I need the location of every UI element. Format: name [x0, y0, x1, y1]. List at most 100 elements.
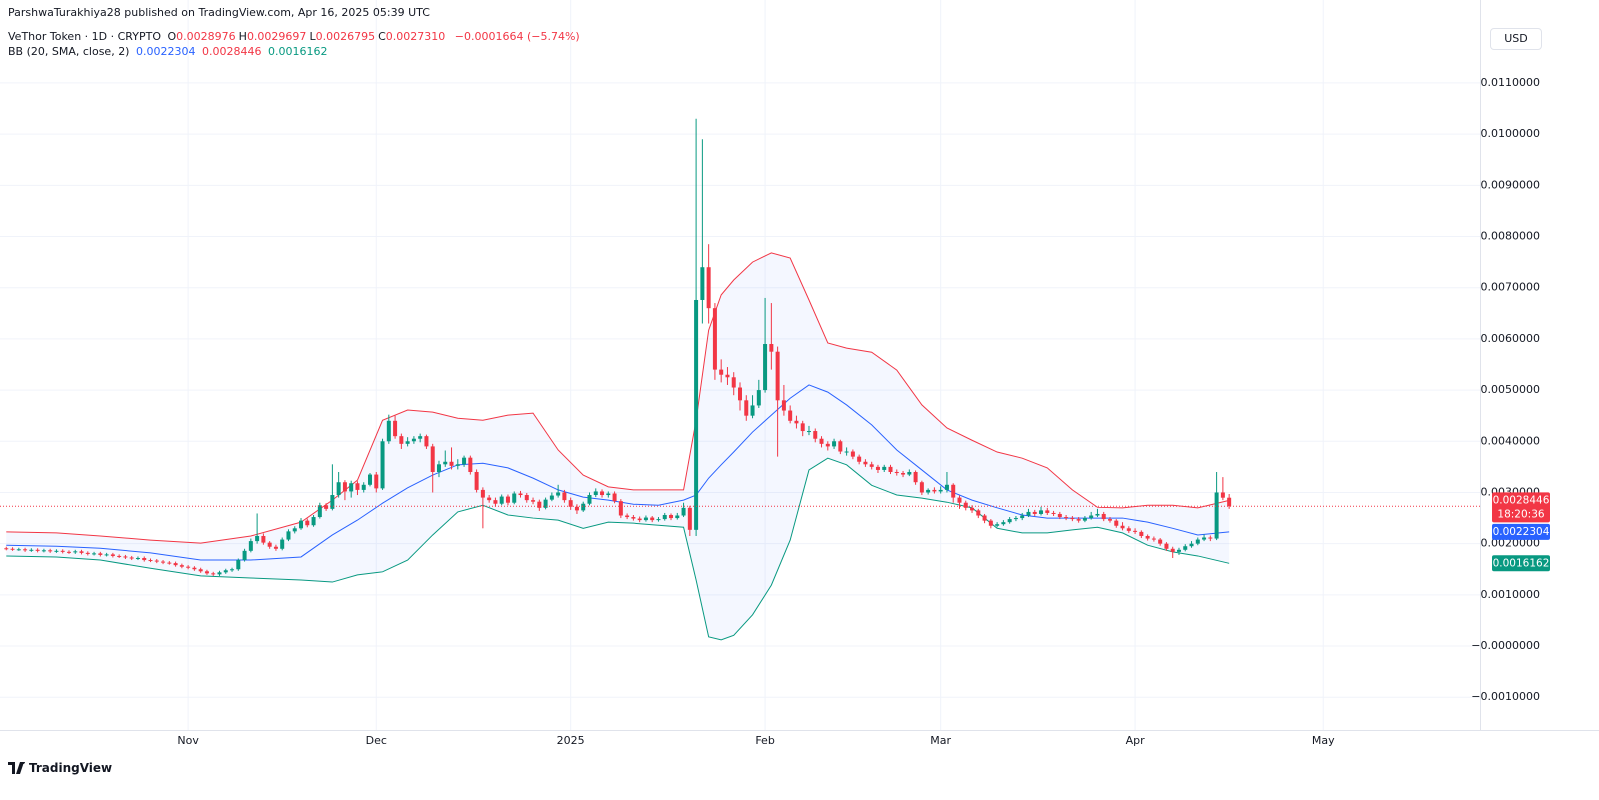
candle-body	[430, 446, 435, 472]
candle-body	[505, 496, 510, 503]
candle-body	[869, 464, 874, 467]
candle-body	[23, 549, 28, 551]
candle-body	[161, 561, 166, 563]
candle-body	[1114, 520, 1119, 526]
candle-body	[1051, 512, 1056, 514]
candle-body	[1151, 538, 1156, 540]
logo	[8, 762, 25, 774]
candle-body	[436, 464, 441, 472]
candle-body	[901, 473, 906, 475]
candle-body	[1108, 519, 1112, 521]
candle-body	[317, 505, 322, 518]
candle-body	[474, 471, 479, 490]
candle-body	[480, 489, 485, 498]
candle-body	[1139, 531, 1144, 536]
y-tick-label: −0.0010000	[1471, 690, 1540, 703]
candle-body	[336, 482, 341, 496]
candle-body	[167, 562, 172, 564]
candle-body	[242, 550, 247, 561]
candle-body	[186, 566, 191, 568]
price-badge-label: 0.0016162	[1493, 557, 1550, 569]
band-line-lower	[6, 457, 1230, 641]
candle-body	[261, 535, 266, 543]
candle-body	[324, 505, 329, 509]
price-badge	[1492, 492, 1550, 523]
candle-body	[248, 541, 253, 551]
candle-body	[361, 484, 366, 490]
candle-body	[1039, 510, 1044, 514]
candle-body	[1045, 510, 1050, 513]
candle-body	[549, 495, 554, 500]
candle-body	[110, 554, 115, 556]
y-tick-label: 0.0020000	[1481, 537, 1541, 550]
ohlc-label: L	[309, 30, 316, 43]
y-tick-label: 0.0100000	[1481, 127, 1541, 140]
candle-body	[1202, 537, 1207, 540]
candle-body	[687, 507, 692, 530]
candle-body	[393, 420, 398, 437]
candle-body	[781, 400, 786, 411]
candle-body	[1126, 528, 1131, 531]
candle-body	[399, 436, 404, 444]
candle-body	[518, 493, 523, 496]
indicator-value: 0.0028446	[201, 45, 262, 58]
candle-body	[562, 492, 567, 501]
currency-button[interactable]: USD	[1490, 28, 1542, 50]
candle-body	[449, 461, 454, 466]
candle-body	[1026, 511, 1031, 516]
candle-body	[1227, 497, 1232, 507]
published-line: ParshwaTurakhiya28 published on TradingV…	[8, 6, 430, 19]
candle-body	[386, 420, 391, 442]
candle-body	[593, 491, 598, 496]
candle-body	[1176, 549, 1181, 552]
candle-body	[838, 441, 843, 452]
candle-body	[1195, 539, 1200, 544]
candle-body	[455, 464, 460, 466]
candle-body	[662, 514, 667, 520]
candle-body	[700, 267, 705, 300]
symbol-legend: VeThor Token · 1D · CRYPTO O0.0028976 H0.…	[8, 30, 583, 43]
candle-body	[142, 557, 147, 561]
ohlc-label: C	[378, 30, 386, 43]
candle-body	[148, 560, 153, 562]
candle-body	[1120, 525, 1125, 529]
candle-body	[230, 569, 235, 571]
candle-body	[204, 571, 209, 574]
candle-body	[756, 390, 761, 406]
candle-body	[292, 528, 297, 532]
candle-body	[405, 441, 410, 444]
candle-body	[932, 489, 937, 492]
candle-body	[468, 457, 473, 472]
candle-body	[98, 553, 103, 555]
footer: TradingView	[8, 761, 112, 775]
candle-body	[574, 506, 579, 511]
x-tick-label: Dec	[366, 734, 387, 747]
candle-body	[374, 474, 379, 489]
ohlc-label: O	[167, 30, 177, 43]
candle-body	[769, 344, 774, 352]
candle-body	[92, 553, 97, 555]
candle-body	[637, 518, 642, 521]
candle-body	[1220, 492, 1225, 498]
candle-body	[179, 565, 184, 567]
price-badge-label: 0.0022304	[1493, 526, 1550, 538]
candle-body	[568, 500, 573, 507]
candle-body	[342, 482, 347, 492]
candle-body	[556, 492, 561, 496]
candle-body	[675, 515, 680, 519]
candle-body	[656, 519, 661, 521]
candle-body	[35, 549, 40, 551]
candle-body	[1020, 515, 1025, 519]
candle-body	[763, 344, 768, 391]
candle-body	[1064, 517, 1069, 519]
candle-body	[1208, 537, 1213, 539]
candle-body	[487, 497, 492, 501]
indicator-legend: BB (20, SMA, close, 2) 0.0022304 0.00284…	[8, 45, 330, 58]
y-tick-label: 0.0050000	[1481, 383, 1541, 396]
candle-body	[951, 484, 956, 498]
candle-body	[643, 517, 648, 521]
candle-body	[349, 483, 354, 492]
y-tick-label: 0.0040000	[1481, 434, 1541, 447]
candle-body	[706, 267, 711, 309]
